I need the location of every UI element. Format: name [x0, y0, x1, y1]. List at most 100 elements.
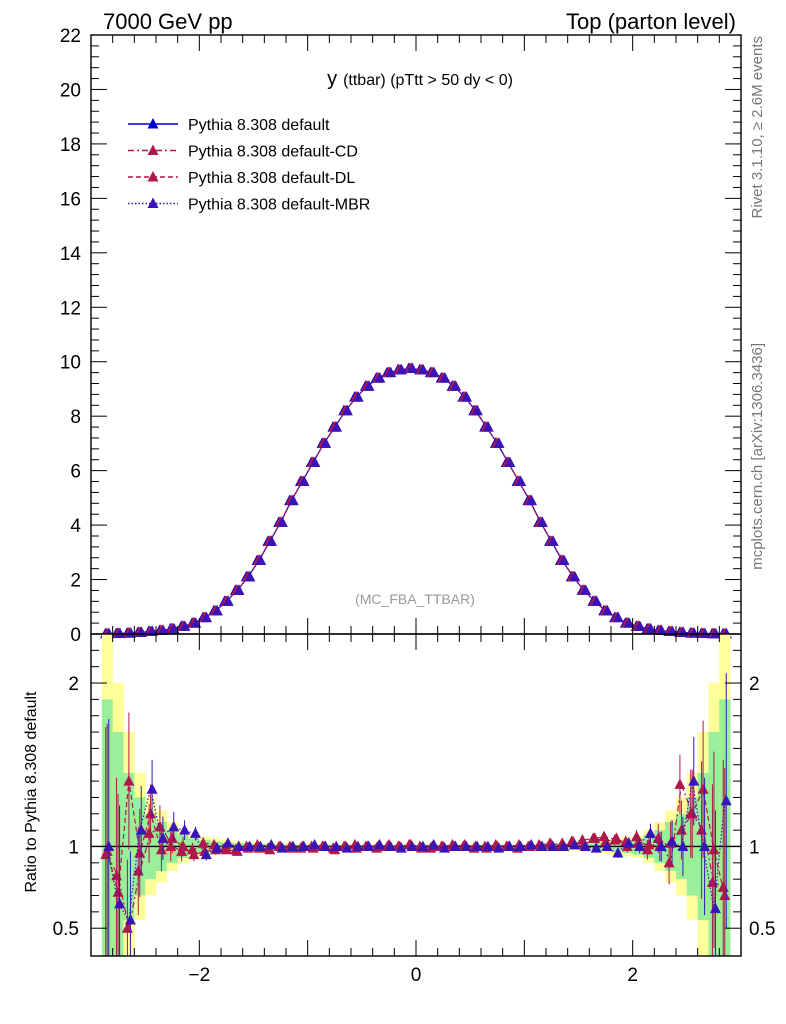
series-point	[623, 617, 635, 628]
ratio-point	[189, 827, 201, 838]
ratio-point	[341, 842, 353, 853]
ratio-point	[663, 856, 675, 868]
main-y-tick-label: 2	[70, 571, 81, 592]
ratio-point	[579, 840, 591, 851]
ratio-point	[287, 840, 299, 851]
ratio-point	[677, 840, 689, 851]
plot-title: y (ttbar) (pTtt > 50 dy < 0)	[327, 68, 513, 90]
ratio-y-tick-label: 1	[68, 837, 79, 858]
series-point	[287, 494, 299, 506]
ratio-point	[112, 886, 124, 897]
watermark: (MC_FBA_TTBAR)	[355, 591, 475, 607]
legend-marker	[147, 197, 159, 208]
ratio-point	[384, 840, 396, 851]
ratio-panel: 0.5 0.5 1 1 2 2 Ratio to Pythia 8.308 default	[23, 633, 775, 957]
ratio-point	[166, 832, 178, 843]
main-y-tick-label: 8	[70, 407, 81, 428]
ratio-y-tick-label: 2	[68, 674, 79, 695]
ratio-point	[643, 838, 655, 850]
ratio-point	[222, 837, 234, 848]
main-y-tick-label: 14	[60, 244, 82, 265]
ratio-point	[631, 830, 643, 842]
series-point	[428, 366, 440, 378]
ratio-point	[352, 840, 364, 851]
ratio-line	[106, 781, 726, 922]
ratio-point	[666, 835, 678, 847]
series-point	[374, 372, 386, 383]
series-point	[114, 627, 126, 638]
series-point	[341, 404, 353, 416]
series-point	[471, 404, 483, 416]
ratio-point	[145, 807, 157, 819]
series-point	[211, 604, 223, 616]
ratio-y-axis: 0.5 0.5 1 1 2 2	[53, 649, 775, 940]
ratio-point	[623, 837, 635, 848]
ratio-point	[697, 783, 709, 794]
ratio-point	[471, 840, 483, 851]
ratio-point	[417, 840, 429, 851]
series-point	[612, 611, 624, 623]
ratio-point	[244, 840, 256, 851]
ratio-point	[319, 840, 331, 851]
main-y-tick-label: 0	[70, 625, 81, 646]
series-point	[320, 437, 332, 448]
x-tick-label: 0	[411, 965, 422, 986]
series-point	[656, 624, 668, 635]
series-point	[493, 437, 505, 448]
legend-label: Pythia 8.308 default-CD	[188, 144, 358, 161]
ratio-point	[720, 794, 732, 806]
series-point	[450, 380, 462, 391]
legend-marker	[147, 171, 159, 182]
series-point	[515, 475, 527, 487]
ratio-point	[114, 897, 126, 909]
main-y-tick-label: 18	[60, 135, 81, 156]
ratio-point	[601, 840, 613, 851]
main-y-tick-label: 6	[70, 462, 81, 483]
ratio-point	[558, 840, 570, 851]
ratio-point	[276, 842, 288, 853]
ratio-point	[363, 840, 375, 851]
main-y-tick-label: 22	[60, 26, 81, 47]
series-point	[309, 456, 321, 467]
series-point	[406, 362, 418, 374]
series-point	[688, 627, 700, 638]
ratio-y-tick-label-right: 2	[749, 674, 760, 695]
ratio-line	[106, 784, 726, 929]
series-point	[201, 611, 213, 623]
ratio-y-tick-label-right: 0.5	[749, 919, 775, 940]
ratio-point	[569, 838, 581, 850]
title-main: y	[327, 68, 337, 90]
legend-label: Pythia 8.308 default	[188, 117, 330, 134]
series-point	[439, 372, 451, 383]
series-point	[645, 622, 657, 634]
ratio-point	[103, 840, 115, 851]
ratio-point	[482, 840, 494, 851]
title-rest: (ttbar) (pTtt > 50 dy < 0)	[343, 72, 513, 89]
series-point	[536, 516, 548, 527]
series-point	[352, 391, 364, 402]
ratio-point	[165, 840, 177, 851]
ratio-point	[135, 824, 147, 835]
ratio-point	[493, 842, 505, 853]
ratio-point	[699, 840, 711, 851]
ratio-point	[644, 827, 656, 838]
legend-marker	[147, 118, 159, 129]
series-point	[504, 456, 516, 467]
ratio-point	[709, 902, 721, 914]
ratio-point	[674, 778, 686, 789]
ratio-point	[374, 838, 386, 850]
series-point	[569, 570, 581, 582]
ratio-bands	[91, 634, 741, 956]
series-point	[591, 595, 603, 606]
series-point	[266, 535, 278, 546]
series-point	[634, 620, 646, 631]
ratio-point	[179, 824, 191, 835]
x-axis: −2 0 2	[90, 35, 742, 986]
legend-marker	[147, 144, 159, 155]
ratio-point	[134, 847, 146, 858]
x-tick-label: 2	[627, 965, 638, 986]
ratio-point	[168, 820, 180, 832]
series-point	[396, 363, 408, 375]
ratio-point	[428, 838, 440, 850]
